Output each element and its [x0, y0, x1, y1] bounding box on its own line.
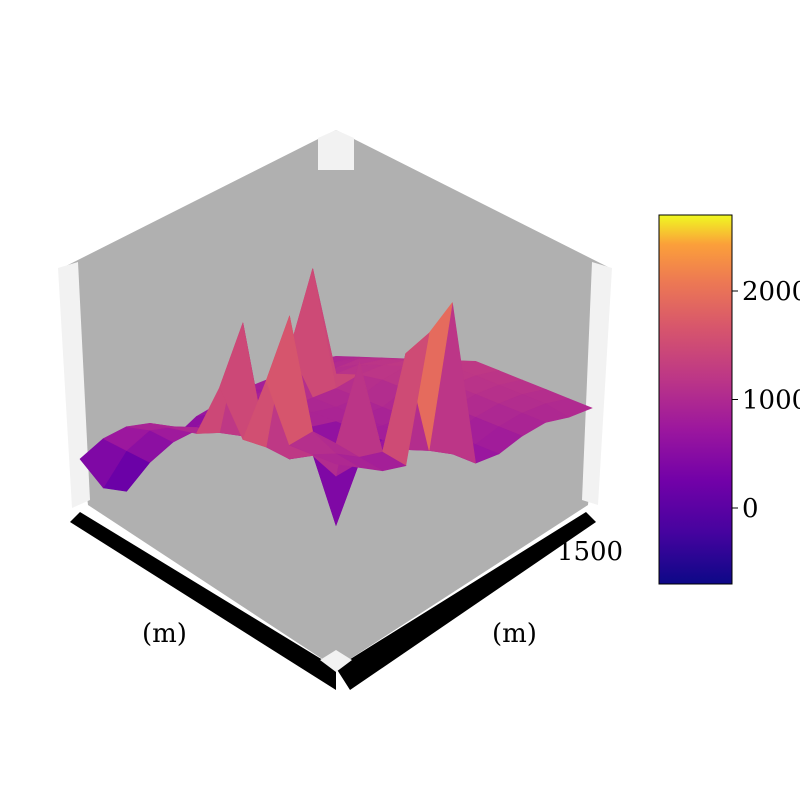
x-axis-label: (m): [142, 619, 187, 649]
colorbar-tick-label: 1000: [742, 386, 800, 416]
colorbar-gradient: [658, 214, 733, 585]
pane-edge-top: [318, 130, 354, 170]
back-pane-left: [62, 130, 336, 668]
y-tick-label: 1500: [557, 537, 623, 567]
floor-edge-left: [70, 512, 336, 690]
pane-edge-right: [582, 262, 612, 505]
y-axis-label: (m): [492, 619, 537, 649]
surface-mesh: [79, 268, 593, 527]
colorbar-tick-label: 2000: [742, 277, 800, 307]
floor-corner: [320, 650, 352, 672]
colorbar: 0 1000 2000: [658, 214, 800, 585]
floor-edge-right: [336, 512, 596, 690]
pane-edge-left: [58, 262, 90, 508]
y-tick-labels: 1500: [557, 537, 623, 567]
surface-patch: [312, 453, 360, 468]
colorbar-tick-label: 0: [742, 494, 759, 524]
